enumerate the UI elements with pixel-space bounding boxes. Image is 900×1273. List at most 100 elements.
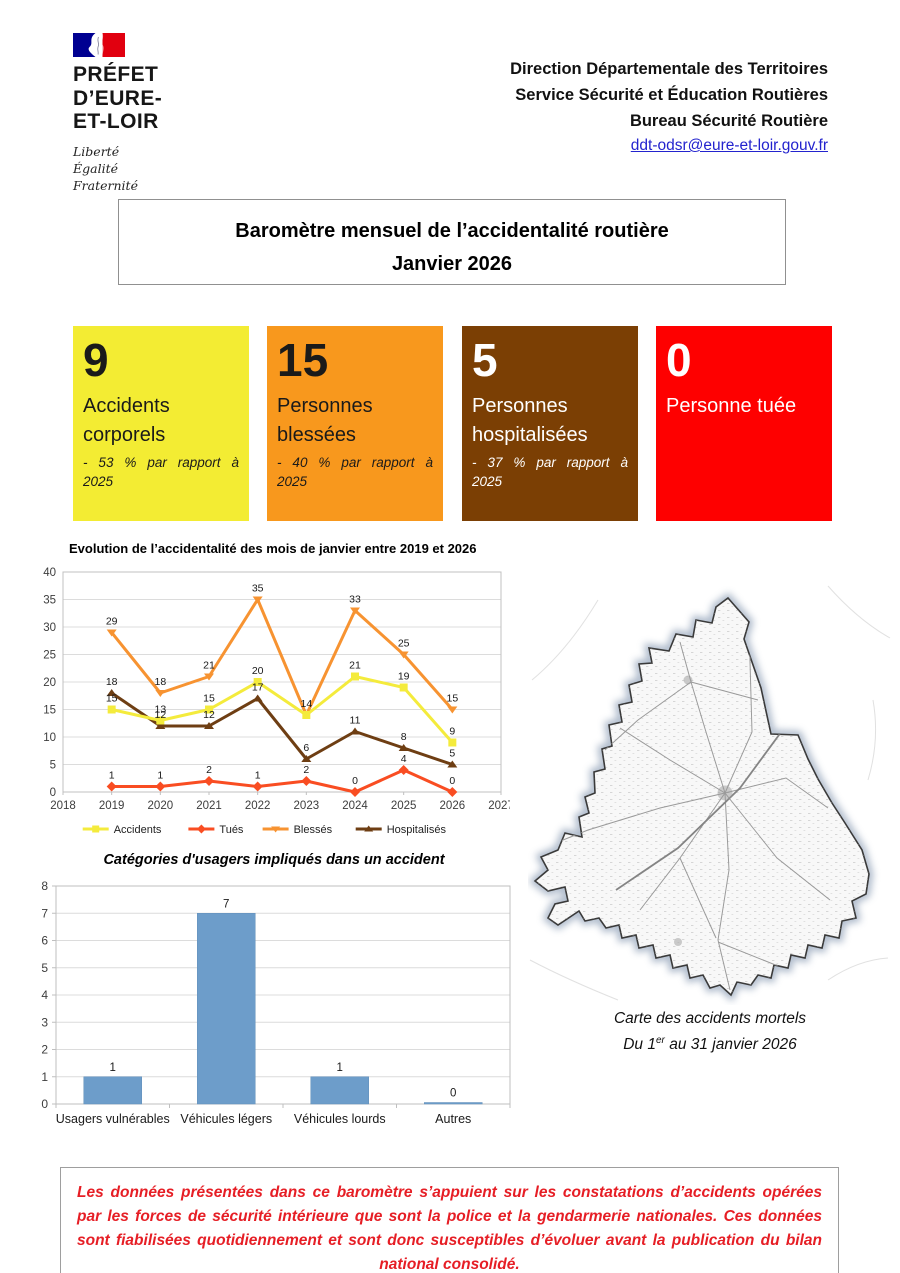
svg-text:7: 7	[223, 898, 229, 910]
svg-text:0: 0	[41, 1097, 48, 1111]
svg-text:5: 5	[41, 961, 48, 975]
svg-text:15: 15	[446, 693, 458, 705]
svg-text:30: 30	[43, 622, 56, 634]
stat-value: 5	[472, 334, 498, 386]
svg-text:2024: 2024	[342, 800, 368, 812]
svg-text:2019: 2019	[99, 800, 125, 812]
svg-text:2: 2	[206, 764, 212, 776]
svg-text:Blessés: Blessés	[294, 824, 333, 836]
map-caption-line2: Du 1er au 31 janvier 2026	[528, 1030, 892, 1056]
motto-line: Liberté	[73, 143, 120, 159]
svg-text:0: 0	[449, 775, 455, 787]
svg-text:2018: 2018	[50, 800, 76, 812]
stat-delta-year: 2025	[472, 474, 503, 489]
motto-line: Égalité	[73, 160, 118, 176]
prefecture-name-line: ET-LOIR	[73, 110, 159, 133]
stat-value: 0	[666, 334, 692, 386]
svg-text:12: 12	[154, 709, 166, 721]
svg-text:2025: 2025	[391, 800, 417, 812]
prefecture-name: PRÉFET D’EURE- ET-LOIR	[73, 63, 293, 134]
stat-delta-year: 2025	[277, 474, 308, 489]
svg-text:Tués: Tués	[219, 824, 244, 836]
svg-text:20: 20	[43, 677, 56, 689]
email-link[interactable]: ddt-odsr@eure-et-loir.gouv.fr	[630, 137, 828, 154]
republic-motto: Liberté Égalité Fraternité	[73, 143, 293, 194]
svg-text:15: 15	[203, 693, 215, 705]
svg-text:25: 25	[43, 650, 56, 662]
stat-label: Personnes blessées	[277, 395, 373, 446]
stat-delta: - 53 % par rapport à 2025	[83, 453, 239, 491]
svg-text:4: 4	[401, 753, 407, 765]
svg-text:15: 15	[106, 693, 118, 705]
stat-label: Personne tuée	[666, 395, 797, 417]
disclaimer-text: Les données présentées dans ce baromètre…	[77, 1184, 822, 1273]
svg-text:20: 20	[252, 665, 264, 677]
svg-text:17: 17	[252, 682, 264, 694]
svg-text:2021: 2021	[196, 800, 222, 812]
map-caption-line1: Carte des accidents mortels	[613, 1010, 807, 1027]
stat-delta-text: - 37 % par rapport à	[472, 455, 628, 470]
svg-text:19: 19	[398, 671, 410, 683]
prefecture-logo: PRÉFET D’EURE- ET-LOIR Liberté Égalité F…	[73, 33, 293, 194]
svg-text:2027: 2027	[488, 800, 510, 812]
stat-delta-text: - 40 % par rapport à	[277, 455, 433, 470]
organisation-block: Direction Départementale des Territoires…	[510, 56, 828, 158]
svg-text:14: 14	[300, 698, 312, 710]
org-bureau: Bureau Sécurité Routière	[629, 112, 828, 130]
svg-text:29: 29	[106, 616, 118, 628]
stat-card-blesses: 15 Personnes blessées - 40 % par rapport…	[267, 326, 443, 521]
svg-text:2: 2	[303, 764, 309, 776]
caption-prefix: Du 1	[623, 1036, 656, 1054]
svg-text:8: 8	[401, 731, 407, 743]
svg-text:Hospitalisés: Hospitalisés	[387, 824, 447, 836]
disclaimer-box: Les données présentées dans ce baromètre…	[60, 1167, 839, 1273]
org-direction: Direction Départementale des Territoires	[510, 60, 828, 78]
svg-text:0: 0	[50, 787, 56, 799]
svg-text:25: 25	[398, 638, 410, 650]
svg-text:15: 15	[43, 705, 56, 717]
svg-text:12: 12	[203, 709, 215, 721]
stat-card-accidents: 9 Accidents corporels - 53 % par rapport…	[73, 326, 249, 521]
stat-delta-text: - 53 % par rapport à	[83, 455, 239, 470]
svg-text:1: 1	[337, 1062, 343, 1074]
svg-text:0: 0	[450, 1088, 456, 1100]
stat-label: Accidents corporels	[83, 395, 170, 446]
svg-text:1: 1	[41, 1070, 48, 1084]
svg-text:Accidents: Accidents	[114, 824, 162, 836]
stat-card-tues: 0 Personne tuée	[656, 326, 832, 521]
org-service: Service Sécurité et Éducation Routières	[515, 86, 828, 104]
stat-value: 9	[83, 334, 109, 386]
svg-text:1: 1	[109, 770, 115, 782]
svg-text:2: 2	[41, 1043, 48, 1057]
svg-text:5: 5	[50, 760, 56, 772]
svg-text:2022: 2022	[245, 800, 271, 812]
svg-text:8: 8	[41, 879, 48, 893]
stat-label: Personnes hospitalisées	[472, 395, 588, 446]
svg-text:1: 1	[157, 770, 163, 782]
map-caption: Carte des accidents mortels Du 1er au 31…	[528, 1008, 892, 1056]
outside-roads	[529, 585, 891, 1001]
svg-text:18: 18	[154, 676, 166, 688]
report-title: Baromètre mensuel de l’accidentalité rou…	[235, 220, 669, 242]
svg-text:21: 21	[203, 660, 215, 672]
svg-text:Usagers vulnérables: Usagers vulnérables	[56, 1112, 170, 1126]
svg-text:18: 18	[106, 676, 118, 688]
users-chart-title: Catégories d'usagers impliqués dans un a…	[103, 852, 445, 868]
users-chart-block: Catégories d'usagers impliqués dans un a…	[28, 850, 520, 1130]
svg-text:0: 0	[352, 775, 358, 787]
svg-text:4: 4	[41, 988, 48, 1002]
svg-text:1: 1	[255, 770, 261, 782]
users-bar-chart: 0 1 2 3 4 5 6 7 8 1 Usagers vulnérables 7 Véhicules …	[41, 879, 511, 1126]
svg-text:11: 11	[350, 715, 361, 727]
svg-text:2020: 2020	[148, 800, 174, 812]
svg-text:40: 40	[43, 567, 56, 579]
svg-text:10: 10	[43, 732, 56, 744]
svg-text:33: 33	[349, 594, 361, 606]
svg-text:3: 3	[41, 1015, 48, 1029]
svg-text:7: 7	[41, 906, 48, 920]
caption-suffix: au 31 janvier 2026	[664, 1036, 797, 1054]
caption-superscript: er	[655, 1035, 665, 1046]
stat-delta: - 37 % par rapport à 2025	[472, 453, 628, 491]
